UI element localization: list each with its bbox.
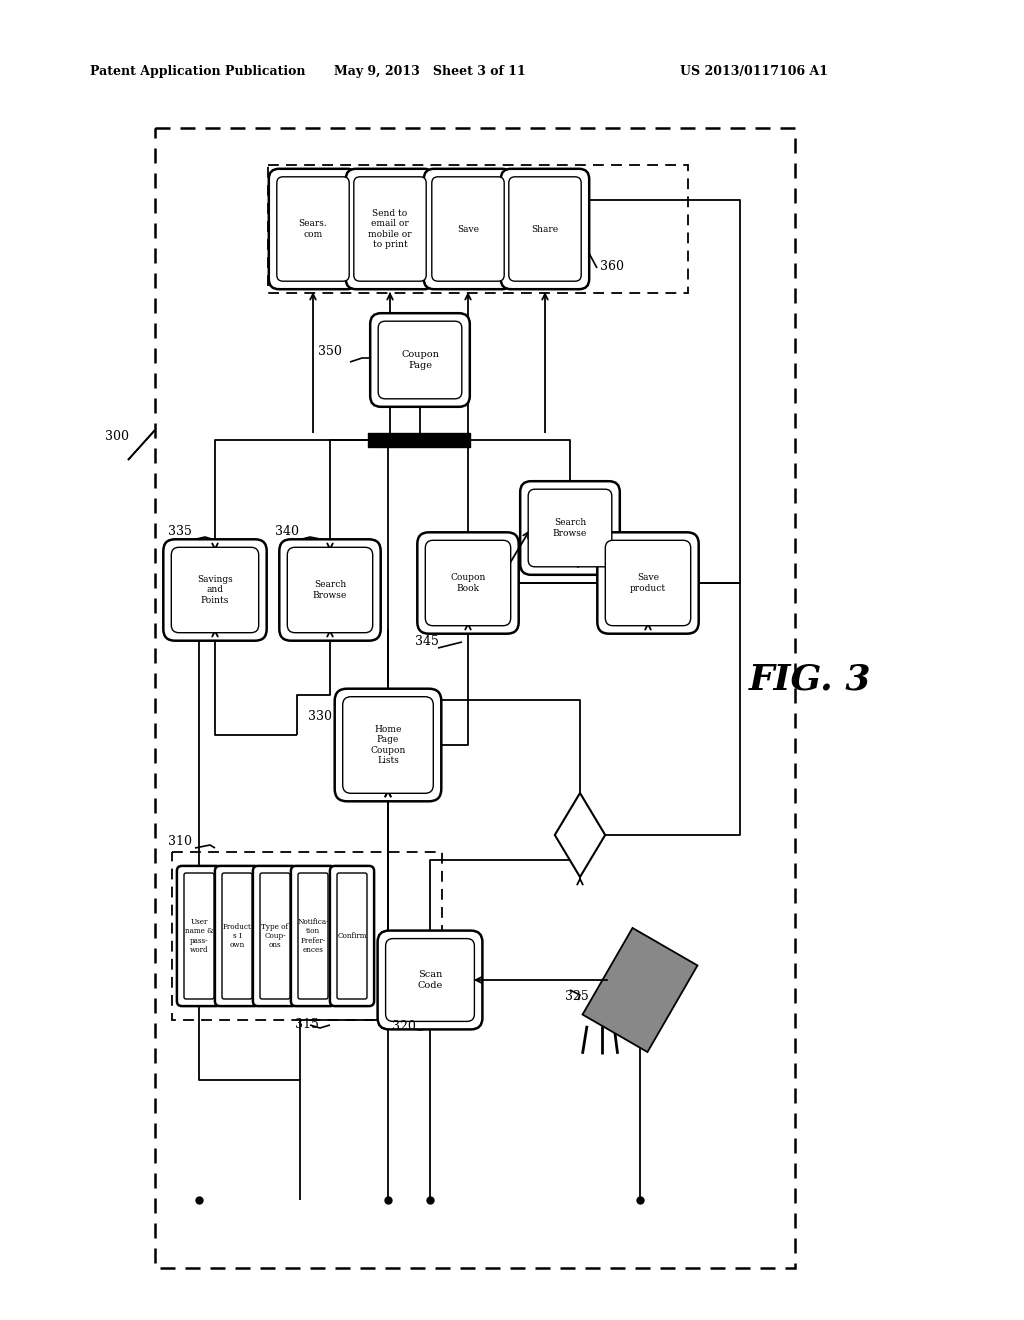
- FancyBboxPatch shape: [177, 866, 221, 1006]
- Bar: [268, 165, 688, 293]
- FancyBboxPatch shape: [432, 177, 504, 281]
- Text: 315: 315: [295, 1018, 318, 1031]
- FancyBboxPatch shape: [215, 866, 259, 1006]
- Text: User
name &
pass-
word: User name & pass- word: [184, 919, 213, 954]
- Text: Share: Share: [531, 224, 558, 234]
- Text: 300: 300: [105, 430, 129, 444]
- FancyBboxPatch shape: [597, 532, 698, 634]
- FancyBboxPatch shape: [171, 548, 259, 632]
- FancyBboxPatch shape: [418, 532, 519, 634]
- FancyBboxPatch shape: [378, 931, 482, 1030]
- Text: Confirm: Confirm: [337, 932, 367, 940]
- FancyBboxPatch shape: [298, 873, 328, 999]
- FancyBboxPatch shape: [425, 540, 511, 626]
- FancyBboxPatch shape: [335, 689, 441, 801]
- FancyBboxPatch shape: [184, 873, 214, 999]
- Text: Coupon
Book: Coupon Book: [451, 573, 485, 593]
- FancyBboxPatch shape: [280, 540, 381, 640]
- Text: Product
s I
own: Product s I own: [222, 923, 252, 949]
- Text: Send to
email or
mobile or
to print: Send to email or mobile or to print: [369, 209, 412, 249]
- FancyBboxPatch shape: [288, 548, 373, 632]
- Text: Savings
and
Points: Savings and Points: [198, 576, 232, 605]
- FancyBboxPatch shape: [253, 866, 297, 1006]
- FancyBboxPatch shape: [354, 177, 426, 281]
- Text: US 2013/0117106 A1: US 2013/0117106 A1: [680, 66, 828, 78]
- FancyBboxPatch shape: [528, 490, 611, 566]
- Polygon shape: [583, 928, 697, 1052]
- Text: Home
Page
Coupon
Lists: Home Page Coupon Lists: [371, 725, 406, 766]
- FancyBboxPatch shape: [276, 177, 349, 281]
- FancyBboxPatch shape: [509, 177, 582, 281]
- FancyBboxPatch shape: [330, 866, 374, 1006]
- Text: Search
Browse: Search Browse: [313, 581, 347, 599]
- FancyBboxPatch shape: [343, 697, 433, 793]
- FancyBboxPatch shape: [520, 482, 620, 574]
- Text: 340: 340: [275, 525, 299, 539]
- Text: Sears.
com: Sears. com: [299, 219, 328, 239]
- Text: May 9, 2013   Sheet 3 of 11: May 9, 2013 Sheet 3 of 11: [334, 66, 526, 78]
- Text: 330: 330: [308, 710, 332, 723]
- Text: Notifica-
tion
Prefer-
ences: Notifica- tion Prefer- ences: [297, 919, 329, 954]
- FancyBboxPatch shape: [424, 169, 512, 289]
- Text: Save: Save: [457, 224, 479, 234]
- Text: Patent Application Publication: Patent Application Publication: [90, 66, 305, 78]
- FancyBboxPatch shape: [291, 866, 335, 1006]
- FancyBboxPatch shape: [501, 169, 589, 289]
- FancyBboxPatch shape: [346, 169, 434, 289]
- Text: 325: 325: [565, 990, 589, 1003]
- Text: 310: 310: [168, 836, 193, 847]
- Text: 320: 320: [392, 1020, 416, 1034]
- Text: FIG. 3: FIG. 3: [749, 663, 871, 697]
- Text: Search
Browse: Search Browse: [553, 519, 587, 537]
- FancyBboxPatch shape: [222, 873, 252, 999]
- FancyBboxPatch shape: [260, 873, 290, 999]
- Bar: [172, 851, 442, 1020]
- Text: Type of
Coup-
ons: Type of Coup- ons: [261, 923, 289, 949]
- Polygon shape: [555, 793, 605, 876]
- FancyBboxPatch shape: [386, 939, 474, 1022]
- Text: Scan
Code: Scan Code: [418, 970, 442, 990]
- FancyBboxPatch shape: [268, 169, 357, 289]
- Text: Coupon
Page: Coupon Page: [401, 350, 439, 370]
- FancyBboxPatch shape: [378, 321, 462, 399]
- FancyBboxPatch shape: [371, 313, 470, 407]
- Bar: [155, 128, 795, 1269]
- FancyBboxPatch shape: [337, 873, 367, 999]
- FancyBboxPatch shape: [163, 540, 266, 640]
- Text: Save
product: Save product: [630, 573, 666, 593]
- Text: 335: 335: [168, 525, 191, 539]
- Text: 345: 345: [415, 635, 439, 648]
- Text: 360: 360: [600, 260, 624, 273]
- FancyBboxPatch shape: [605, 540, 691, 626]
- Text: 350: 350: [318, 345, 342, 358]
